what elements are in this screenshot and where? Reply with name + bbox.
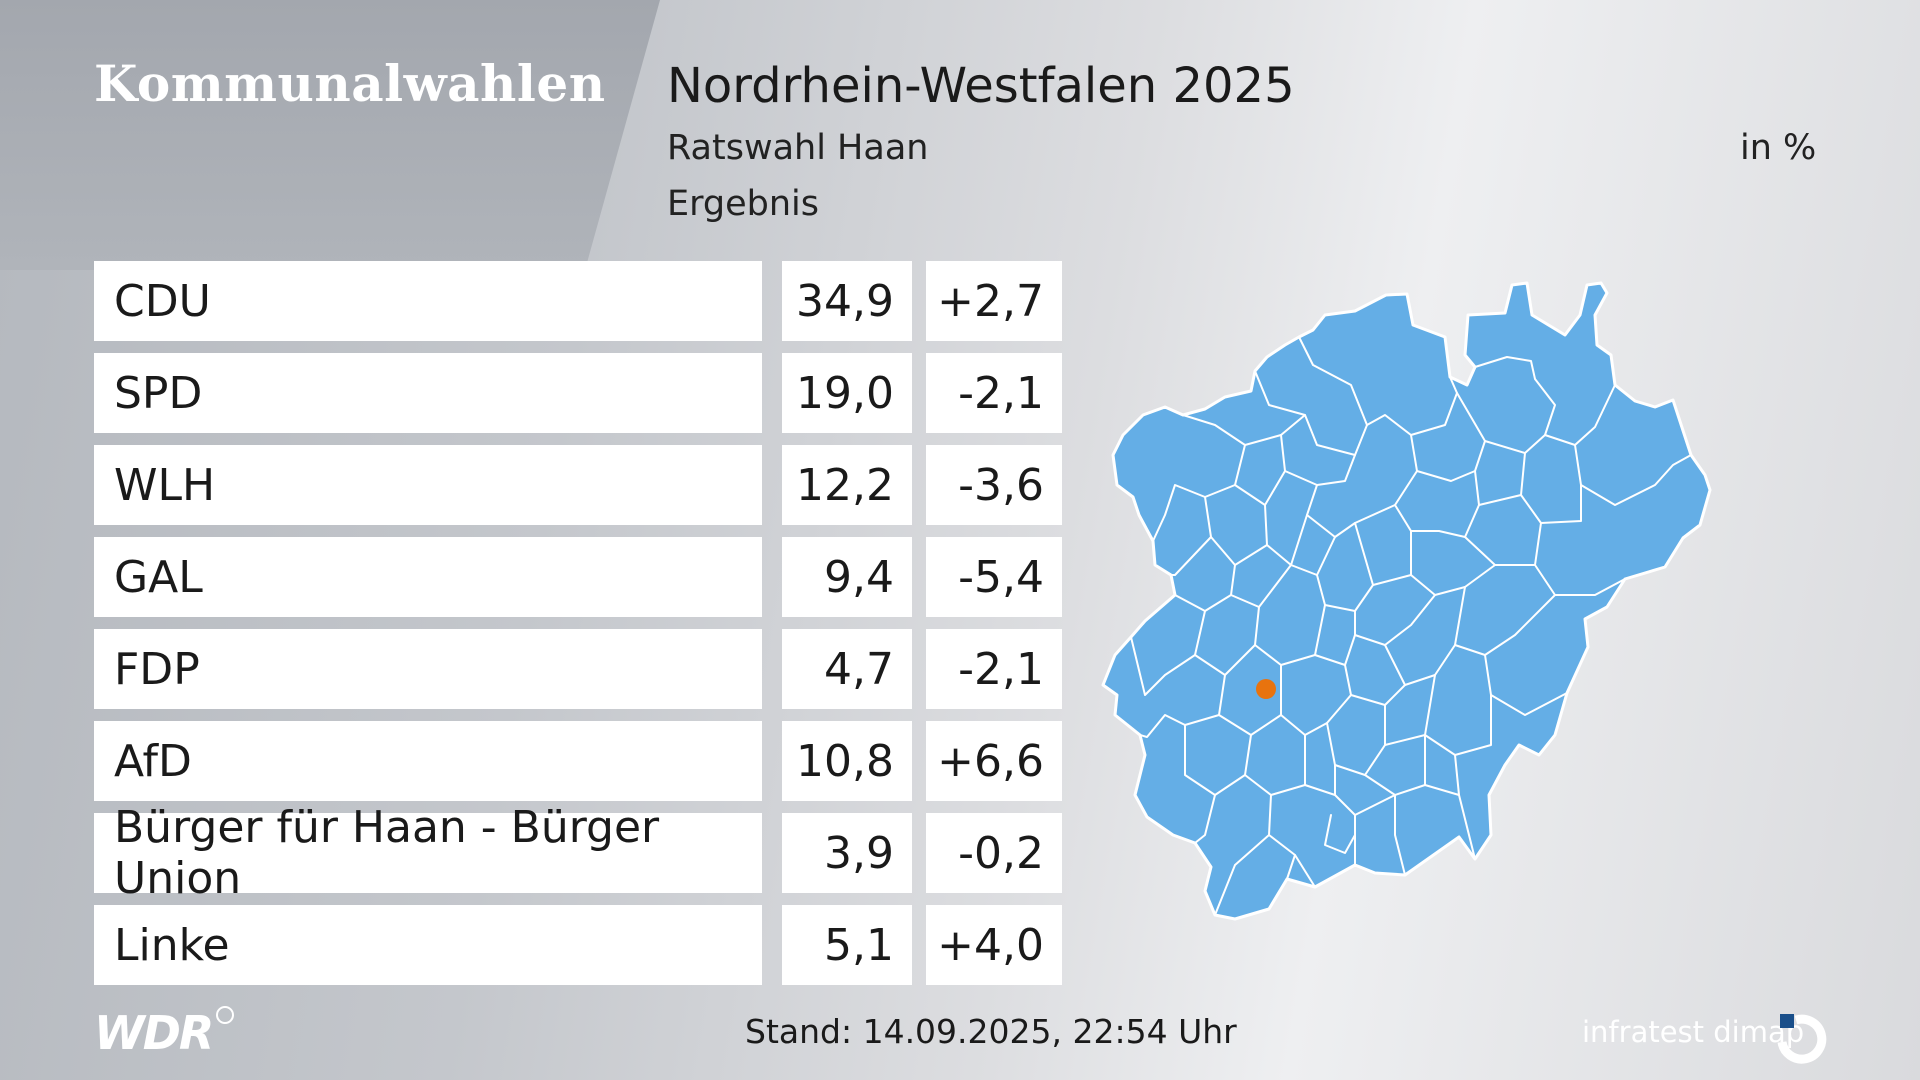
party-name: SPD	[94, 353, 762, 433]
party-result-value: 9,4	[782, 537, 912, 617]
party-name: GAL	[94, 537, 762, 617]
result-row: Linke 5,1 +4,0	[94, 905, 1062, 985]
party-name: Linke	[94, 905, 762, 985]
brand-title: Kommunalwahlen	[94, 54, 606, 113]
wdr-logo: WDR	[94, 1006, 214, 1060]
party-result-diff: +6,6	[926, 721, 1062, 801]
nrw-map-shape	[1101, 281, 1712, 921]
party-result-value: 3,9	[782, 813, 912, 893]
result-row: WLH 12,2 -3,6	[94, 445, 1062, 525]
result-row: Bürger für Haan - Bürger Union 3,9 -0,2	[94, 802, 1062, 904]
nrw-outline	[1101, 281, 1712, 921]
result-row: SPD 19,0 -2,1	[94, 353, 1062, 433]
party-result-diff: -2,1	[926, 353, 1062, 433]
party-name: AfD	[94, 721, 762, 801]
party-result-diff: +2,7	[926, 261, 1062, 341]
nrw-map	[1101, 281, 1712, 921]
party-result-diff: -5,4	[926, 537, 1062, 617]
party-result-diff: -2,1	[926, 629, 1062, 709]
party-name: FDP	[94, 629, 762, 709]
result-row: GAL 9,4 -5,4	[94, 537, 1062, 617]
unit-label: in %	[1740, 128, 1817, 168]
haan-location-marker	[1256, 679, 1276, 699]
party-result-diff: +4,0	[926, 905, 1062, 985]
registered-mark-icon	[216, 1006, 234, 1024]
infratest-logo-icon	[1777, 1014, 1827, 1064]
party-result-value: 4,7	[782, 629, 912, 709]
result-row: CDU 34,9 +2,7	[94, 261, 1062, 341]
party-name: WLH	[94, 445, 762, 525]
party-result-diff: -0,2	[926, 813, 1062, 893]
infratest-logo-text: infratest dimap	[1582, 1015, 1805, 1049]
party-result-value: 19,0	[782, 353, 912, 433]
party-result-value: 12,2	[782, 445, 912, 525]
page-title: Nordrhein-Westfalen 2025	[667, 58, 1295, 114]
timestamp: Stand: 14.09.2025, 22:54 Uhr	[745, 1012, 1237, 1051]
page-subtitle-result: Ergebnis	[667, 184, 819, 224]
party-name: CDU	[94, 261, 762, 341]
party-result-value: 5,1	[782, 905, 912, 985]
result-row: AfD 10,8 +6,6	[94, 721, 1062, 801]
result-row: FDP 4,7 -2,1	[94, 629, 1062, 709]
district-borders	[1130, 336, 1692, 916]
page-subtitle: Ratswahl Haan	[667, 128, 929, 168]
header-band	[0, 0, 660, 270]
party-result-diff: -3,6	[926, 445, 1062, 525]
party-result-value: 34,9	[782, 261, 912, 341]
party-name: Bürger für Haan - Bürger Union	[94, 802, 762, 904]
party-result-value: 10,8	[782, 721, 912, 801]
